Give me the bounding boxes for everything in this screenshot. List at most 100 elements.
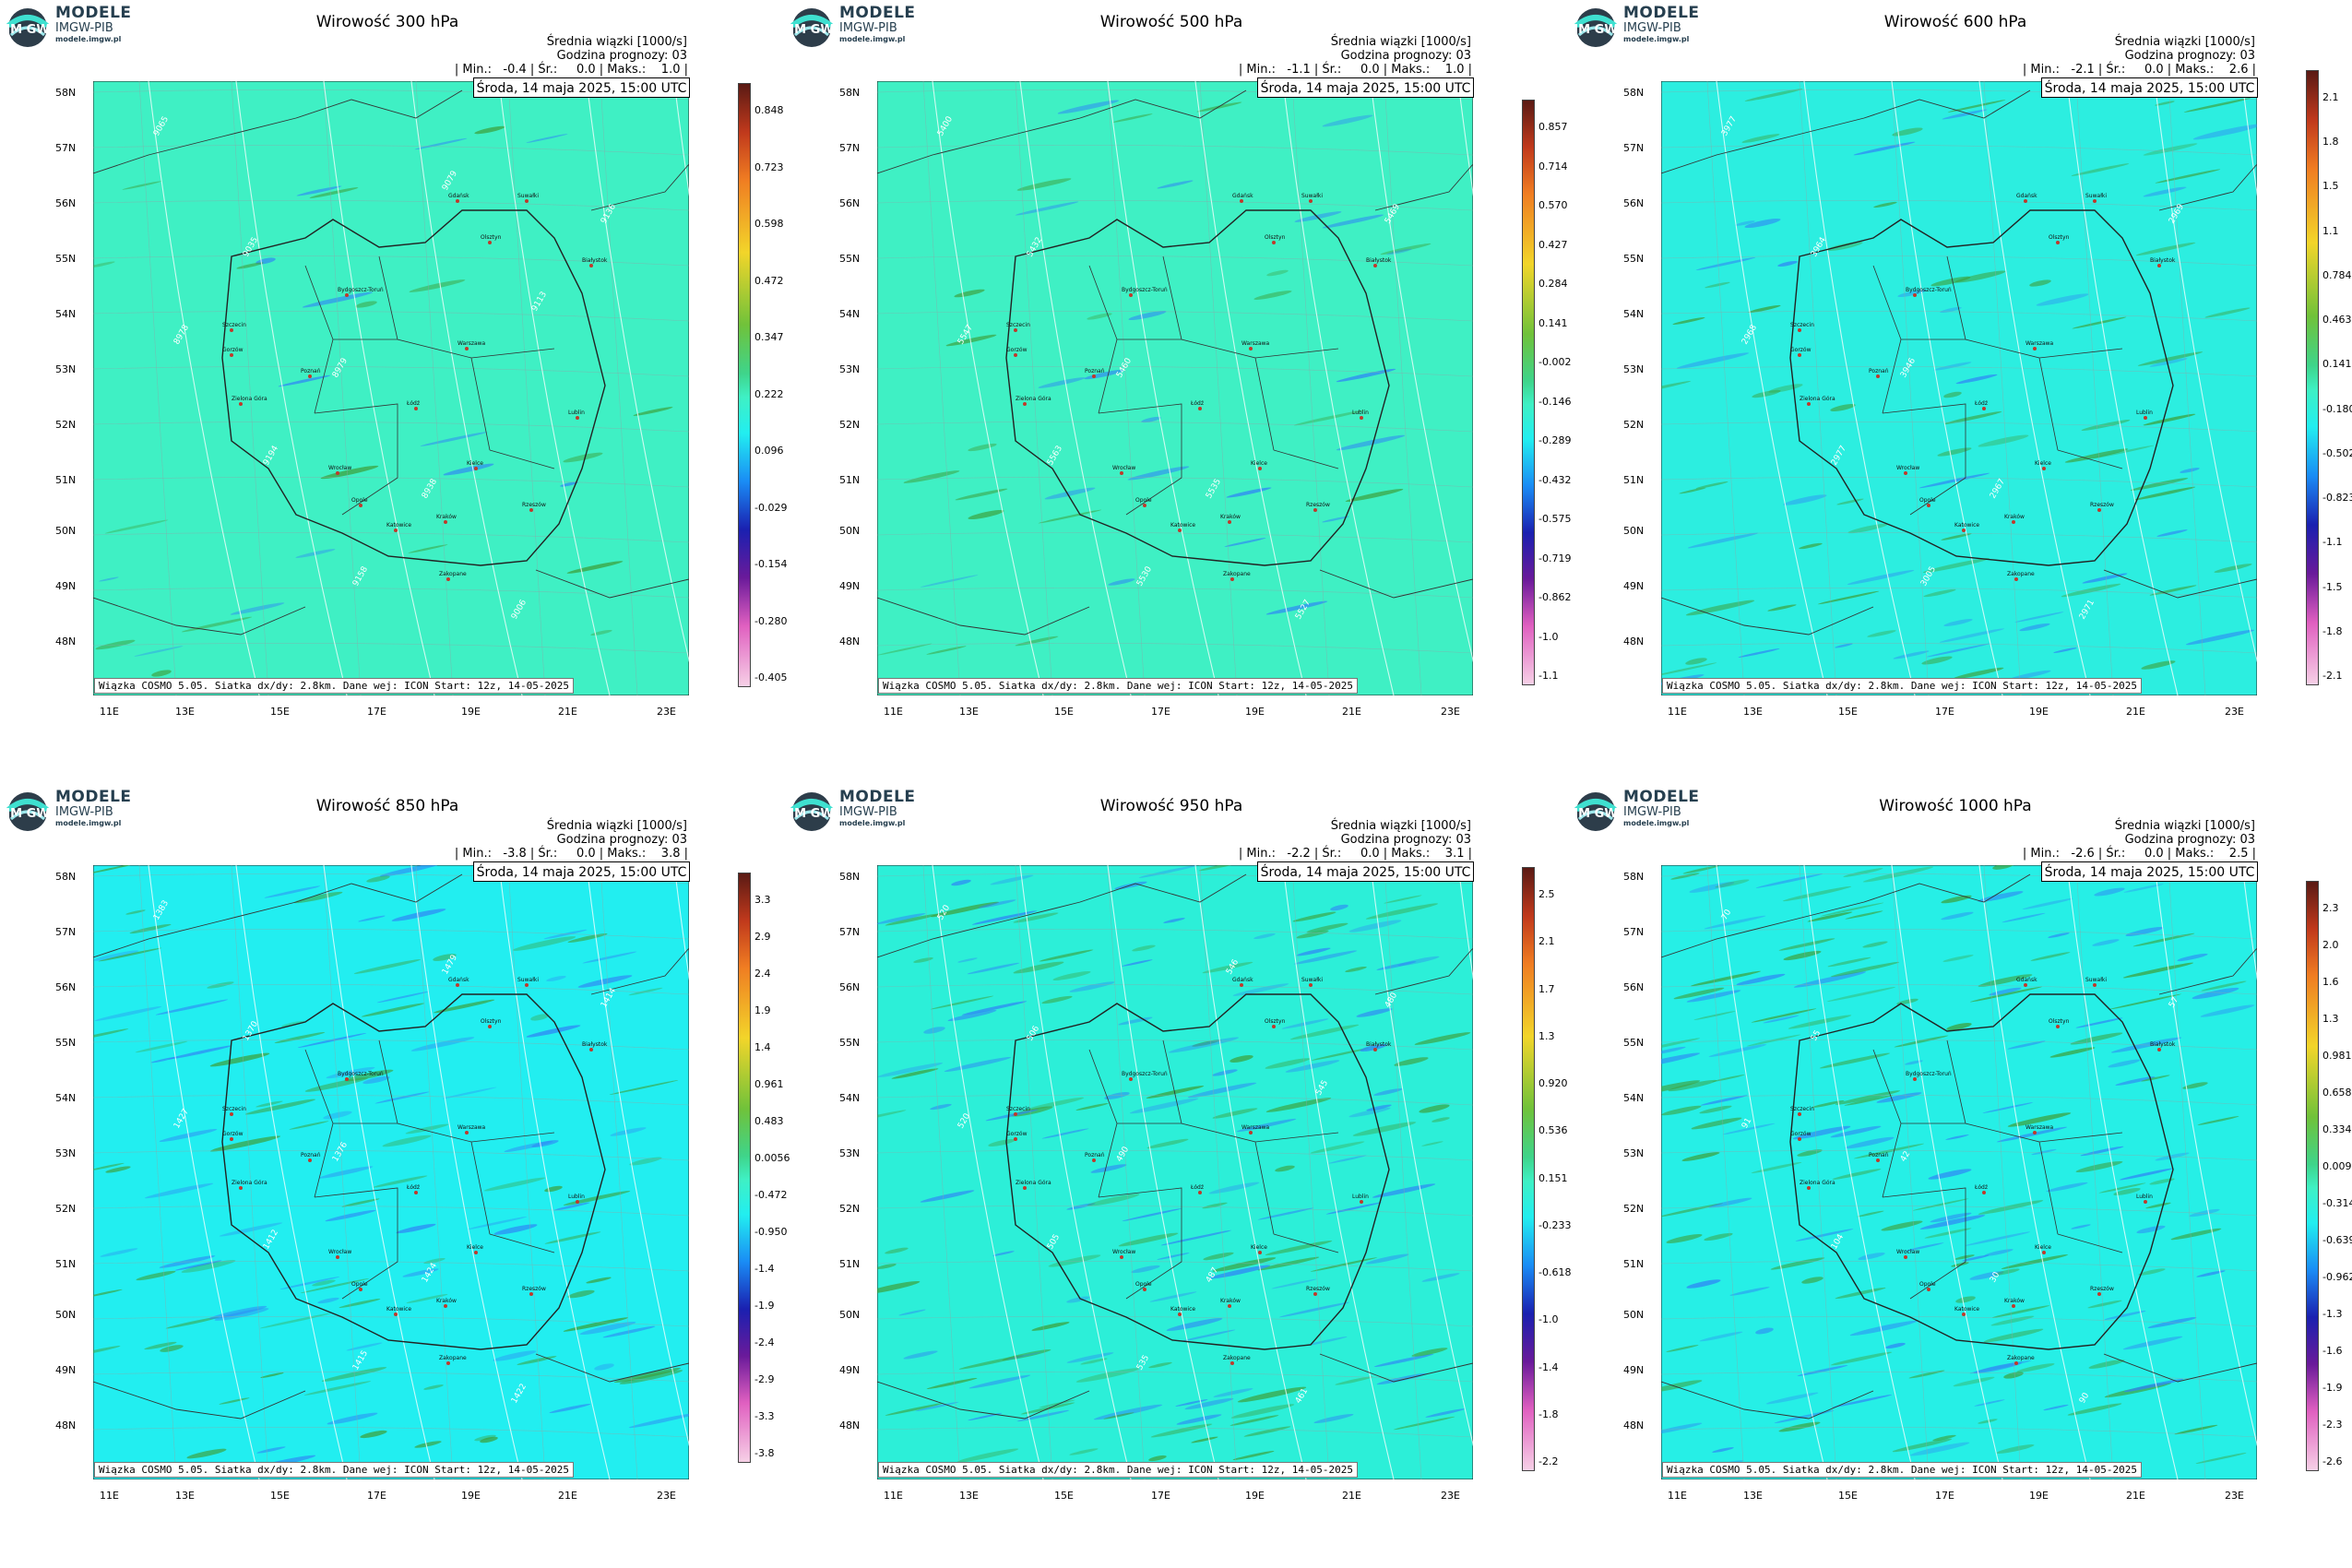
city-label: Wrocław: [328, 1249, 351, 1255]
latitude-label: 54N: [1623, 308, 1645, 320]
logo-letters: IM GW: [6, 23, 49, 37]
colorbar-tick-label: -2.3: [2322, 1419, 2343, 1431]
org-url[interactable]: modele.imgw.pl: [1623, 35, 1690, 43]
city-marker: [1014, 1137, 1017, 1141]
latitude-label: 50N: [55, 525, 77, 537]
city-label: Suwałki: [1301, 193, 1323, 199]
city-marker: [589, 1048, 593, 1051]
city-label: Warszawa: [1241, 340, 1270, 347]
colorbar-tick-label: 0.141: [2322, 358, 2352, 371]
org-url[interactable]: modele.imgw.pl: [839, 35, 906, 43]
colorbar-tick-label: -2.6: [2322, 1455, 2343, 1467]
city-label: Opole: [1135, 497, 1152, 504]
city-marker: [2014, 1361, 2018, 1365]
city-label: Olsztyn: [2049, 234, 2070, 241]
subtitle-line: Średnia wiązki [1000/s]: [2114, 35, 2255, 49]
city-label: Białystok: [2150, 257, 2176, 264]
logo-letters: IM GW: [790, 807, 833, 821]
vorticity-panel: IM GW MODELE IMGW-PIB modele.imgw.pl Wirowoś…: [784, 0, 1571, 784]
city-label: Rzeszów: [522, 1286, 546, 1292]
longitude-label: 13E: [1743, 1490, 1763, 1502]
latitude-label: 55N: [839, 253, 861, 265]
stats-line: | Min.: -2.2 | Śr.: 0.0 | Maks.: 3.1 |: [1238, 847, 1472, 861]
city-label: Rzeszów: [1306, 1286, 1330, 1292]
city-label: Białystok: [582, 1041, 608, 1048]
org-url[interactable]: modele.imgw.pl: [55, 819, 122, 827]
logo-text: MODELE IMGW-PIB modele.imgw.pl: [55, 790, 132, 827]
org-url[interactable]: modele.imgw.pl: [839, 819, 906, 827]
city-label: Białystok: [1366, 1041, 1392, 1048]
city-label: Gdańsk: [2016, 977, 2037, 983]
city-marker: [488, 1025, 492, 1028]
colorbar-tick-label: -1.4: [754, 1263, 775, 1275]
city-marker: [1798, 1137, 1801, 1141]
org-name: IMGW-PIB: [55, 21, 113, 35]
org-url[interactable]: modele.imgw.pl: [55, 35, 122, 43]
model-footer: Wiązka COSMO 5.05. Siatka dx/dy: 2.8km. …: [878, 678, 1358, 694]
colorbar-tick-label: 2.3: [2322, 902, 2339, 914]
colorbar-tick-label: 1.4: [754, 1041, 771, 1053]
city-marker: [1014, 353, 1017, 357]
city-marker: [1129, 1077, 1133, 1081]
city-label: Łódź: [1190, 400, 1204, 407]
city-label: Łódź: [1190, 1184, 1204, 1191]
org-url[interactable]: modele.imgw.pl: [1623, 819, 1690, 827]
city-marker: [2097, 508, 2101, 512]
subtitle-line: Średnia wiązki [1000/s]: [546, 35, 687, 49]
model-footer: Wiązka COSMO 5.05. Siatka dx/dy: 2.8km. …: [94, 1462, 574, 1478]
longitude-label: 21E: [1342, 1490, 1361, 1502]
latitude-label: 49N: [55, 1364, 77, 1376]
latitude-label: 48N: [1623, 1420, 1645, 1431]
vorticity-panel: IM GW MODELE IMGW-PIB modele.imgw.pl Wirowoś…: [0, 784, 790, 1568]
logo-text: MODELE IMGW-PIB modele.imgw.pl: [839, 6, 916, 43]
city-marker: [1313, 1292, 1317, 1296]
colorbar-tick-label: 2.0: [2322, 939, 2339, 951]
latitude-label: 48N: [1623, 636, 1645, 647]
city-label: Kielce: [1251, 1244, 1267, 1251]
city-label: Kielce: [2035, 460, 2051, 467]
city-marker: [525, 983, 529, 987]
city-marker: [1092, 374, 1096, 378]
longitude-label: 21E: [2126, 1490, 2145, 1502]
city-label: Kielce: [467, 460, 483, 467]
stats-line: | Min.: -1.1 | Śr.: 0.0 | Maks.: 1.0 |: [1238, 63, 1472, 77]
city-marker: [456, 983, 459, 987]
panel-subtitle: Średnia wiązki [1000/s] Godzina prognozy:…: [547, 35, 687, 63]
city-label: Gorzów: [1006, 347, 1028, 353]
valid-date-box: Środa, 14 maja 2025, 15:00 UTC: [2041, 77, 2258, 98]
city-marker: [576, 416, 579, 420]
city-label: Olsztyn: [481, 1018, 502, 1025]
imgw-logo-icon: IM GW: [1574, 792, 1618, 831]
longitude-label: 17E: [367, 706, 386, 718]
brand-name: MODELE: [55, 4, 132, 22]
panel-title: Wirowość 850 hPa: [315, 797, 459, 815]
city-label: Wrocław: [328, 465, 351, 471]
colorbar-tick-label: 0.334: [2322, 1123, 2352, 1135]
colorbar: [1522, 867, 1535, 1471]
longitude-label: 13E: [175, 706, 195, 718]
panel-title: Wirowość 500 hPa: [1099, 13, 1243, 31]
org-name: IMGW-PIB: [1623, 805, 1681, 819]
latitude-label: 58N: [55, 871, 77, 883]
city-marker: [1373, 264, 1377, 267]
city-label: Białystok: [1366, 257, 1392, 264]
city-label: Opole: [1135, 1281, 1152, 1288]
longitude-label: 13E: [959, 1490, 979, 1502]
city-label: Wrocław: [1896, 465, 1919, 471]
valid-date-box: Środa, 14 maja 2025, 15:00 UTC: [2041, 861, 2258, 882]
colorbar-tick-label: 0.222: [754, 387, 784, 400]
longitude-label: 23E: [2225, 706, 2244, 718]
colorbar-tick-label: 2.4: [754, 968, 771, 980]
latitude-label: 49N: [55, 580, 77, 592]
imgw-logo-icon: IM GW: [790, 792, 834, 831]
city-label: Zielona Góra: [232, 1180, 267, 1186]
subtitle-line: Średnia wiązki [1000/s]: [2114, 819, 2255, 833]
colorbar-tick-label: 1.1: [2322, 224, 2339, 237]
city-label: Zakopane: [1223, 1355, 1251, 1361]
latitude-label: 54N: [1623, 1092, 1645, 1104]
city-marker: [1249, 347, 1253, 350]
latitude-label: 48N: [839, 1420, 861, 1431]
city-marker: [345, 1077, 349, 1081]
latitude-label: 58N: [839, 87, 861, 99]
imgw-logo-icon: IM GW: [6, 8, 50, 47]
